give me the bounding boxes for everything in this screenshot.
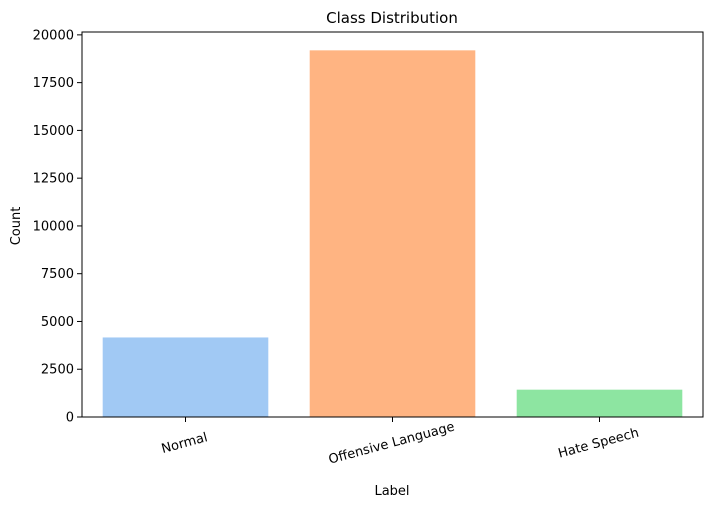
y-tick-label: 10000 <box>33 219 74 234</box>
y-tick-label: 2500 <box>41 363 74 378</box>
y-tick-label: 12500 <box>33 172 74 187</box>
y-tick-label: 5000 <box>41 315 74 330</box>
x-axis-label: Label <box>374 484 409 499</box>
y-tick-label: 7500 <box>41 267 74 282</box>
y-tick-label: 0 <box>66 411 74 426</box>
y-tick-label: 20000 <box>33 28 74 43</box>
bar-normal <box>102 337 269 417</box>
y-axis-label: Count <box>9 207 24 246</box>
x-tick-label: Normal <box>160 430 209 457</box>
y-tick-label: 17500 <box>33 76 74 91</box>
x-tick-label: Hate Speech <box>557 426 641 462</box>
bar-hate-speech <box>516 389 683 417</box>
y-tick-label: 15000 <box>33 124 74 139</box>
bar-offensive-language <box>309 50 476 418</box>
plot-area <box>81 31 704 418</box>
x-axis: Normal Offensive Language Hate Speech <box>160 417 641 468</box>
chart-title: Class Distribution <box>326 9 458 27</box>
x-tick-label: Offensive Language <box>327 420 456 468</box>
y-axis: 0 2500 5000 7500 10000 12500 15000 17500 20000 <box>33 28 82 426</box>
